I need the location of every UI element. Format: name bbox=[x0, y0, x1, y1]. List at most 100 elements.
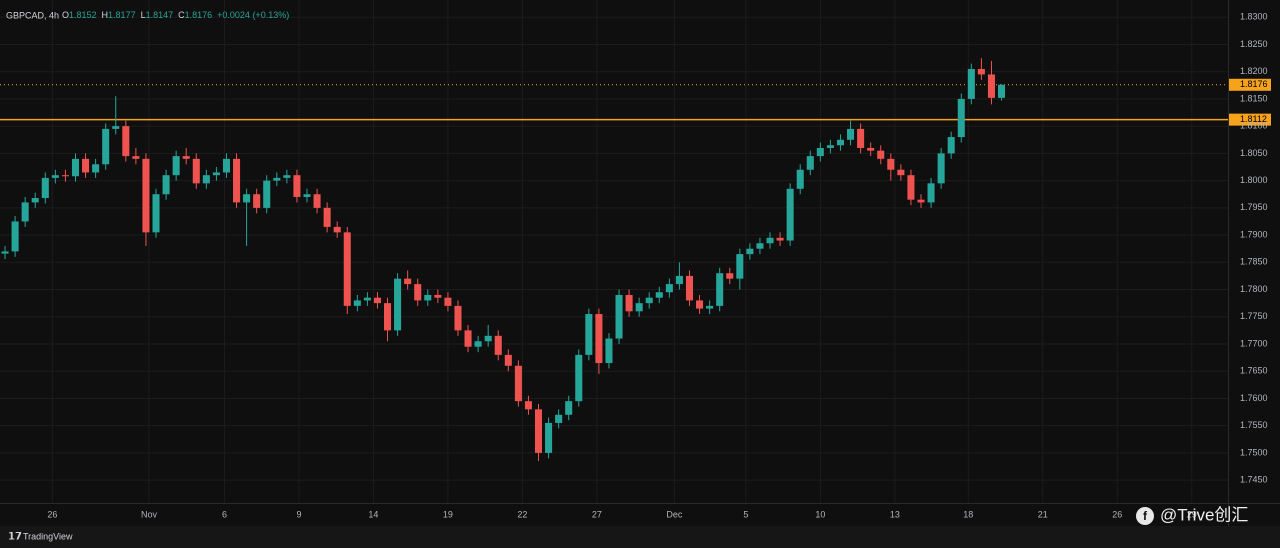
grid bbox=[0, 0, 1228, 503]
candle-body bbox=[384, 303, 392, 331]
y-tick-label: 1.8300 bbox=[1240, 12, 1268, 22]
candle-body bbox=[696, 300, 704, 309]
ohlc-value: 1.8152 bbox=[69, 10, 97, 20]
candle-body bbox=[253, 194, 261, 208]
x-tick-label: 13 bbox=[890, 509, 900, 519]
candle-body bbox=[565, 401, 573, 415]
candle-body bbox=[132, 156, 140, 159]
y-tick-label: 1.7650 bbox=[1240, 366, 1268, 376]
ohlc-label: O bbox=[62, 10, 69, 20]
candle-body bbox=[746, 248, 754, 255]
candle-body bbox=[373, 297, 381, 304]
candle-body bbox=[192, 158, 200, 184]
candle-body bbox=[756, 243, 764, 249]
y-tick-label: 1.7850 bbox=[1240, 257, 1268, 267]
candle-body bbox=[575, 354, 583, 402]
candle-body bbox=[484, 335, 492, 342]
x-tick-label: 10 bbox=[815, 509, 825, 519]
candle-body bbox=[555, 414, 563, 423]
candle-body bbox=[11, 221, 19, 252]
candle-body bbox=[71, 158, 80, 177]
candle-body bbox=[222, 158, 230, 173]
candle-body bbox=[263, 180, 271, 208]
candle-body bbox=[363, 297, 371, 301]
ohlc-value: 1.8177 bbox=[108, 10, 136, 20]
candle-body bbox=[514, 365, 522, 402]
candle-body bbox=[585, 314, 593, 355]
x-tick-label: 29 bbox=[1187, 509, 1197, 519]
candle-body bbox=[635, 303, 643, 312]
footer-brand: TradingView bbox=[23, 531, 73, 541]
candle-body bbox=[726, 273, 734, 279]
y-tick-label: 1.8100 bbox=[1240, 121, 1268, 131]
candle-body bbox=[776, 237, 784, 241]
x-tick-label: 21 bbox=[1038, 509, 1048, 519]
candle-body bbox=[61, 175, 69, 177]
price-line-label: 1.8176 bbox=[1240, 79, 1268, 89]
x-tick-label: 6 bbox=[222, 509, 227, 519]
candle-body bbox=[826, 145, 834, 148]
candle-body bbox=[605, 338, 613, 364]
ohlc-change: +0.0024 (+0.13%) bbox=[217, 10, 289, 20]
ohlc-value: 1.8176 bbox=[185, 10, 213, 20]
axes: 1.7450 1.7500 1.7550 1.7600 1.7650 1.7700 1.77… bbox=[47, 12, 1267, 520]
y-tick-label: 1.7800 bbox=[1240, 284, 1268, 294]
candle-body bbox=[444, 297, 452, 306]
candle-body bbox=[313, 194, 321, 208]
candle-body bbox=[977, 68, 985, 75]
candle-body bbox=[816, 147, 824, 157]
footer-bar bbox=[0, 526, 1280, 548]
candle-body bbox=[353, 300, 361, 306]
y-tick-label: 1.7700 bbox=[1240, 338, 1268, 348]
candle-body bbox=[716, 273, 724, 306]
candle-body bbox=[182, 156, 190, 159]
candle-body bbox=[967, 68, 975, 99]
candle-body bbox=[534, 409, 543, 453]
candle-body bbox=[31, 198, 39, 203]
y-tick-label: 1.7750 bbox=[1240, 311, 1268, 321]
candle-body bbox=[665, 284, 673, 293]
x-tick-label: 19 bbox=[443, 509, 453, 519]
candle-body bbox=[172, 156, 180, 176]
horizontal-line-label: 1.8112 bbox=[1240, 114, 1267, 124]
y-tick-label: 1.7500 bbox=[1240, 447, 1268, 457]
candle-body bbox=[947, 137, 955, 154]
watermark-icon-letter: f bbox=[1143, 509, 1148, 523]
candle-body bbox=[655, 292, 663, 298]
candle-body bbox=[847, 128, 855, 140]
candle-body bbox=[937, 153, 945, 184]
symbol-title: GBPCAD, 4h bbox=[6, 10, 59, 20]
candle-body bbox=[685, 275, 694, 301]
x-tick-label: 9 bbox=[296, 509, 301, 519]
candle-body bbox=[283, 175, 291, 178]
candle-body bbox=[343, 232, 351, 306]
candle-body bbox=[706, 305, 714, 309]
y-tick-label: 1.8050 bbox=[1240, 148, 1268, 158]
candle-body bbox=[41, 177, 49, 199]
candle-body bbox=[21, 202, 29, 222]
candle-body bbox=[877, 150, 885, 159]
levels: 1.8112 1.8176 bbox=[0, 78, 1271, 126]
candle-body bbox=[736, 254, 744, 279]
candle-body bbox=[836, 139, 844, 146]
y-tick-label: 1.8250 bbox=[1240, 39, 1268, 49]
candle-body bbox=[434, 294, 442, 298]
logo-mark: 𝟭𝟳 bbox=[8, 532, 22, 543]
x-tick-label: Dec bbox=[666, 509, 683, 519]
candle-body bbox=[112, 126, 120, 129]
candle-body bbox=[333, 226, 341, 233]
candle-body bbox=[927, 183, 935, 203]
x-tick-label: Nov bbox=[141, 509, 158, 519]
y-tick-label: 1.8150 bbox=[1240, 93, 1268, 103]
candle-body bbox=[867, 147, 875, 151]
candle-body bbox=[907, 175, 915, 200]
ohlc-label: H bbox=[102, 10, 109, 20]
tradingview-logo: 𝟭𝟳 TradingView bbox=[8, 531, 73, 542]
candle-body bbox=[82, 158, 90, 173]
ohlc-value: 1.8147 bbox=[146, 10, 174, 20]
candle-body bbox=[323, 207, 331, 227]
y-tick-label: 1.7450 bbox=[1240, 475, 1268, 485]
candle-body bbox=[202, 175, 210, 184]
